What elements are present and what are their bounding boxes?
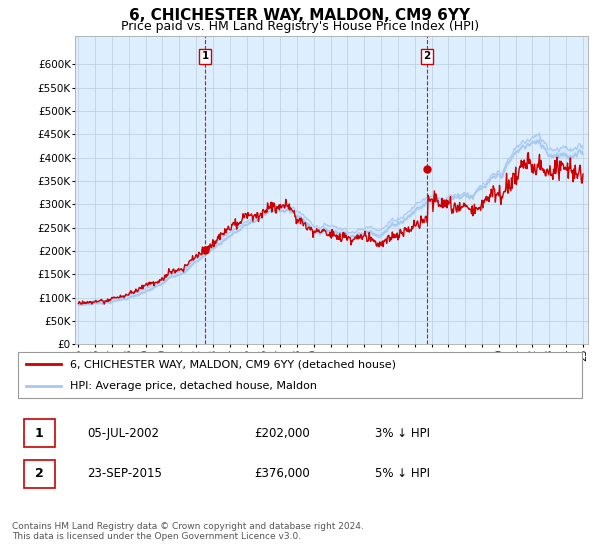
- Text: 2: 2: [35, 468, 44, 480]
- FancyBboxPatch shape: [23, 419, 55, 447]
- Text: 23-SEP-2015: 23-SEP-2015: [87, 468, 162, 480]
- Text: HPI: Average price, detached house, Maldon: HPI: Average price, detached house, Mald…: [70, 381, 317, 391]
- Text: £376,000: £376,000: [254, 468, 310, 480]
- Text: 3% ↓ HPI: 3% ↓ HPI: [375, 427, 430, 440]
- Text: Price paid vs. HM Land Registry's House Price Index (HPI): Price paid vs. HM Land Registry's House …: [121, 20, 479, 32]
- Text: 1: 1: [35, 427, 44, 440]
- Text: £202,000: £202,000: [254, 427, 310, 440]
- Text: 2: 2: [423, 52, 430, 62]
- Text: 05-JUL-2002: 05-JUL-2002: [87, 427, 159, 440]
- Text: 6, CHICHESTER WAY, MALDON, CM9 6YY (detached house): 6, CHICHESTER WAY, MALDON, CM9 6YY (deta…: [70, 359, 395, 369]
- FancyBboxPatch shape: [23, 460, 55, 488]
- Text: 1: 1: [202, 52, 209, 62]
- Text: Contains HM Land Registry data © Crown copyright and database right 2024.
This d: Contains HM Land Registry data © Crown c…: [12, 522, 364, 542]
- Text: 6, CHICHESTER WAY, MALDON, CM9 6YY: 6, CHICHESTER WAY, MALDON, CM9 6YY: [130, 8, 470, 24]
- Text: 5% ↓ HPI: 5% ↓ HPI: [375, 468, 430, 480]
- FancyBboxPatch shape: [18, 352, 582, 398]
